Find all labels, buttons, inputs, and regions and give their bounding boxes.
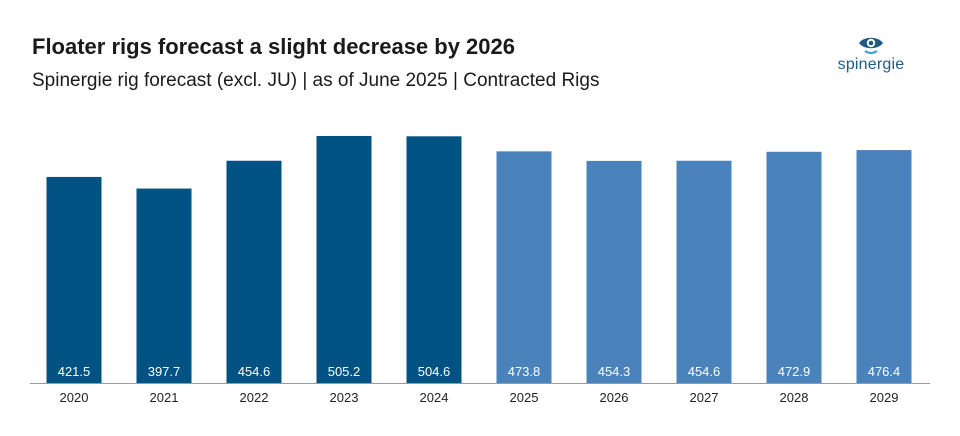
x-tick-label-2024: 2024 bbox=[420, 390, 449, 405]
x-tick-label-2020: 2020 bbox=[60, 390, 89, 405]
logo-wordmark: spinergie bbox=[837, 56, 905, 73]
x-tick-label-2021: 2021 bbox=[150, 390, 179, 405]
chart-title: Floater rigs forecast a slight decrease … bbox=[32, 34, 516, 59]
value-label-2022: 454.6 bbox=[238, 364, 271, 379]
x-tick-label-2022: 2022 bbox=[240, 390, 269, 405]
chart-subtitle: Spinergie rig forecast (excl. JU) | as o… bbox=[32, 70, 600, 91]
value-label-2029: 476.4 bbox=[868, 364, 901, 379]
value-label-2027: 454.6 bbox=[688, 364, 721, 379]
value-label-2028: 472.9 bbox=[778, 364, 811, 379]
bar-2023 bbox=[316, 136, 372, 383]
bar-2020 bbox=[46, 176, 102, 383]
value-label-2024: 504.6 bbox=[418, 364, 451, 379]
bar-2022 bbox=[226, 160, 282, 383]
x-tick-label-2027: 2027 bbox=[690, 390, 719, 405]
value-label-2021: 397.7 bbox=[148, 364, 181, 379]
bar-2027 bbox=[676, 160, 732, 383]
bar-2025 bbox=[496, 151, 552, 383]
bar-2029 bbox=[856, 150, 912, 383]
value-label-2020: 421.5 bbox=[58, 364, 91, 379]
x-tick-label-2026: 2026 bbox=[600, 390, 629, 405]
x-tick-label-2025: 2025 bbox=[510, 390, 539, 405]
value-label-2025: 473.8 bbox=[508, 364, 541, 379]
eye-icon bbox=[859, 37, 883, 54]
spinergie-logo: spinergie bbox=[826, 34, 916, 78]
value-label-2026: 454.3 bbox=[598, 364, 631, 379]
bar-2021 bbox=[136, 188, 192, 383]
bar-2028 bbox=[766, 151, 822, 383]
value-label-2023: 505.2 bbox=[328, 364, 361, 379]
x-tick-label-2023: 2023 bbox=[330, 390, 359, 405]
x-tick-label-2028: 2028 bbox=[780, 390, 809, 405]
x-tick-label-2029: 2029 bbox=[870, 390, 899, 405]
bar-2026 bbox=[586, 160, 642, 383]
bar-2024 bbox=[406, 136, 462, 383]
